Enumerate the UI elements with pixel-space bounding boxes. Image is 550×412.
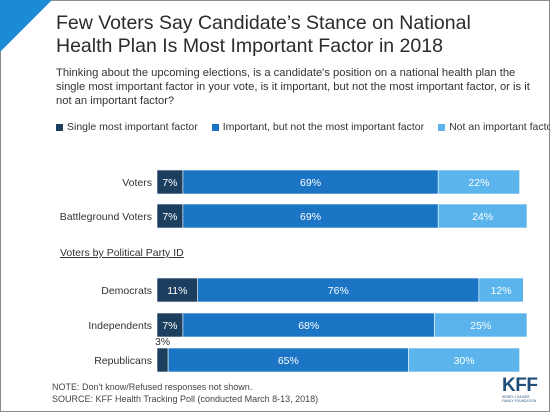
bar-value-label: 25% (470, 320, 491, 332)
logo-subtext-1: HENRY J KAISER (502, 395, 530, 399)
source-text: SOURCE: KFF Health Tracking Poll (conduc… (52, 394, 319, 404)
bar-segment (182, 169, 439, 195)
bar-segment (156, 277, 199, 303)
bar-value-label: 69% (300, 211, 321, 223)
bar-value-label: 7% (162, 177, 177, 189)
chart-notes: NOTE: Don't know/Refused responses not s… (52, 381, 318, 405)
chart-subtitle: Thinking about the upcoming elections, i… (56, 67, 530, 107)
bar-segment (156, 347, 169, 373)
legend-label-single: Single most important factor (67, 121, 198, 133)
legend-item-single: Single most important factor (56, 121, 198, 133)
bar-segment (408, 347, 520, 373)
bar-value-label: 30% (454, 355, 475, 367)
bar-value-label: 68% (298, 320, 319, 332)
bar-segment (182, 312, 435, 338)
logo-subtext-2: FAMILY FOUNDATION (502, 399, 537, 403)
legend-swatch-important (211, 123, 219, 131)
legend-label-not: Not an important factor (449, 121, 550, 133)
bar-segment (437, 203, 528, 229)
category-label: Democrats (101, 285, 152, 297)
bar-value-label: 24% (472, 211, 493, 223)
bar-segment (434, 312, 528, 338)
bar-segment (156, 169, 184, 195)
bar-value-label: 3% (155, 336, 170, 348)
bar-value-label: 22% (468, 177, 489, 189)
bar-segment (478, 277, 524, 303)
legend-item-not: Not an important factor (438, 121, 550, 133)
bar-segment (156, 203, 184, 229)
category-label: Independents (88, 320, 152, 332)
category-label: Battleground Voters (60, 211, 152, 223)
bar-segment (437, 169, 520, 195)
bar-value-label: 65% (278, 355, 299, 367)
note-text: NOTE: Don't know/Refused responses not s… (52, 382, 253, 392)
bar-value-label: 11% (167, 285, 187, 297)
legend-item-important: Important, but not the most important fa… (211, 121, 425, 133)
legend-swatch-single (56, 123, 63, 131)
legend-label-important: Important, but not the most important fa… (222, 121, 425, 133)
bar-value-label: 12% (491, 285, 512, 297)
kff-logo: KFF HENRY J KAISER FAMILY FOUNDATION (502, 376, 546, 408)
corner-accent (0, 0, 52, 52)
party-group-label: Voters by Political Party ID (60, 247, 184, 259)
bar-value-label: 7% (162, 211, 177, 223)
bar-value-label: 69% (300, 177, 321, 189)
bar-segment (156, 312, 184, 338)
bar-value-label: 7% (162, 320, 177, 332)
legend-swatch-not (438, 123, 446, 131)
category-label: Republicans (94, 355, 152, 367)
bar-value-label: 76% (328, 285, 349, 297)
bar-segment (182, 203, 439, 229)
logo-text: KFF (502, 375, 538, 396)
chart-title: Few Voters Say Candidate’s Stance on Nat… (56, 12, 471, 57)
bar-segment (167, 347, 409, 373)
bar-segment (197, 277, 480, 303)
chart-legend: Single most important factor Important, … (56, 121, 550, 133)
category-label: Voters (122, 177, 152, 189)
